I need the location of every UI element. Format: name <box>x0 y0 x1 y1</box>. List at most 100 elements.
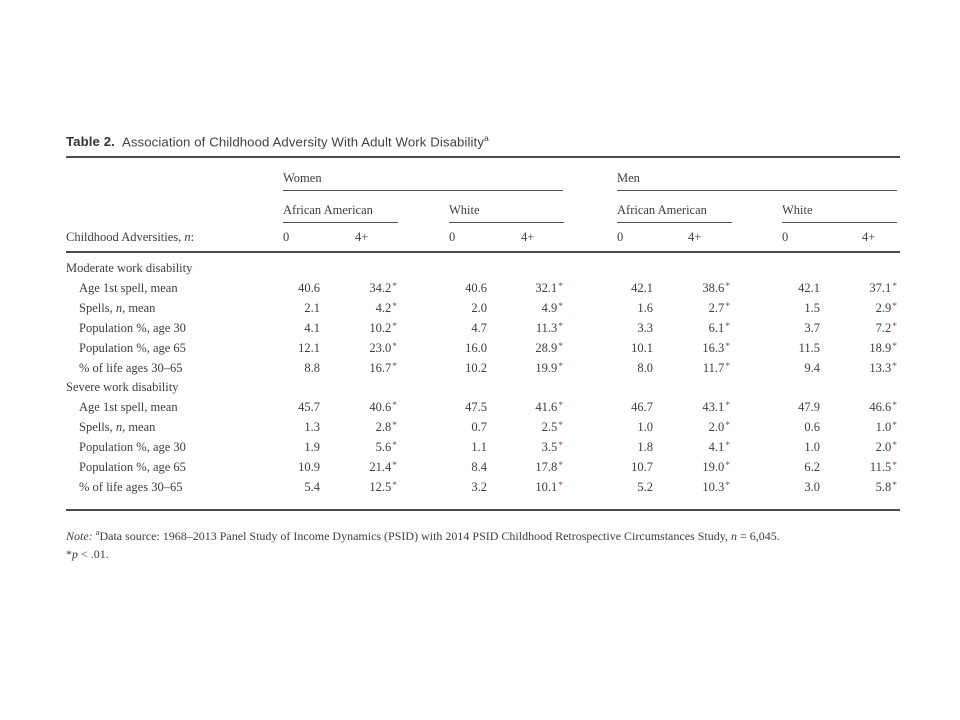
significance-asterisk: * <box>392 401 397 412</box>
table-row: Population %, age 65 10.9 21.4* 8.4 17.8* 10.… <box>66 457 900 477</box>
significance-asterisk: * <box>392 481 397 492</box>
subgroup-underline <box>782 222 897 224</box>
data-cell: 1.0 <box>804 439 820 454</box>
data-cell: 2.0* <box>875 440 897 455</box>
row-label: Population %, age 30 <box>79 439 186 454</box>
data-cell: 12.1 <box>298 340 320 355</box>
data-cell: 37.1* <box>869 281 897 296</box>
table-row: Age 1st spell, mean 40.6 34.2* 40.6 32.1* 42.… <box>66 278 900 298</box>
data-cell: 10.1* <box>535 480 563 495</box>
data-cell: 47.9 <box>798 399 820 414</box>
column-group-women: Women <box>283 156 617 192</box>
table-title-superscript: a <box>484 133 489 143</box>
subgroup-underline <box>617 222 732 224</box>
data-cell: 47.5 <box>465 399 487 414</box>
significance-asterisk: * <box>725 401 730 412</box>
data-cell: 5.8* <box>875 480 897 495</box>
table-row: Population %, age 65 12.1 23.0* 16.0 28.9* 10… <box>66 338 900 358</box>
data-cell: 10.2* <box>369 321 397 336</box>
table-title: Table 2. Association of Childhood Adversi… <box>66 133 900 149</box>
data-cell: 43.1* <box>702 400 730 415</box>
significance-asterisk: * <box>558 461 563 472</box>
data-cell: 2.9* <box>875 301 897 316</box>
significance-asterisk: * <box>892 282 897 293</box>
subgroup-header-row: African American White African American … <box>66 191 900 224</box>
table-note: Note: aData source: 1968–2013 Panel Stud… <box>66 527 780 544</box>
data-cell: 3.5* <box>541 440 563 455</box>
stub-spacer <box>66 156 283 192</box>
subgroup-label: African American <box>283 203 373 218</box>
data-cell: 6.2 <box>804 459 820 474</box>
data-cell: 13.3* <box>869 361 897 376</box>
data-cell: 4.1 <box>304 320 320 335</box>
data-cell: 1.3 <box>304 419 320 434</box>
significance-asterisk: * <box>892 421 897 432</box>
table-row: Population %, age 30 4.1 10.2* 4.7 11.3* 3.3 6… <box>66 318 900 338</box>
data-cell: 11.5 <box>798 340 820 355</box>
significance-asterisk: * <box>892 322 897 333</box>
data-cell: 38.6* <box>702 281 730 296</box>
data-cell: 42.1 <box>798 280 820 295</box>
value-header-row: Childhood Adversities, n: 0 4+ 0 4+ 0 4+ 0 4+ <box>66 223 900 254</box>
table-row: Spells, n, mean 1.3 2.8* 0.7 2.5* 1.0 2.0* 0.6 1… <box>66 417 900 437</box>
column-header-4plus: 4+ <box>355 223 449 254</box>
significance-asterisk: * <box>392 461 397 472</box>
data-cell: 19.0* <box>702 460 730 475</box>
group-underline <box>283 190 563 192</box>
significance-asterisk: * <box>392 282 397 293</box>
significance-asterisk: * <box>725 342 730 353</box>
data-cell: 11.3* <box>535 321 563 336</box>
significance-asterisk: * <box>392 342 397 353</box>
stub-label: Childhood Adversities, n: <box>66 223 283 254</box>
column-header-0: 0 <box>449 223 521 254</box>
significance-asterisk: * <box>392 322 397 333</box>
data-cell: 3.0 <box>804 479 820 494</box>
column-header-0: 0 <box>283 223 355 254</box>
data-cell: 12.5* <box>369 480 397 495</box>
data-cell: 4.1* <box>708 440 730 455</box>
data-cell: 4.7 <box>471 320 487 335</box>
table-row: % of life ages 30–65 8.8 16.7* 10.2 19.9* 8.0… <box>66 358 900 378</box>
section-label: Moderate work disability <box>66 261 193 276</box>
data-cell: 16.3* <box>702 341 730 356</box>
data-cell: 5.4 <box>304 479 320 494</box>
data-cell: 1.5 <box>804 300 820 315</box>
column-header-4plus: 4+ <box>521 223 617 254</box>
significance-asterisk: * <box>892 461 897 472</box>
data-cell: 4.2* <box>375 301 397 316</box>
significance-asterisk: * <box>725 461 730 472</box>
data-cell: 10.2 <box>465 360 487 375</box>
subgroup-underline <box>449 222 564 224</box>
significance-asterisk: * <box>725 282 730 293</box>
table-row: % of life ages 30–65 5.4 12.5* 3.2 10.1* 5.2 1… <box>66 477 900 510</box>
data-cell: 21.4* <box>369 460 397 475</box>
column-header-0: 0 <box>617 223 688 254</box>
data-cell: 45.7 <box>298 399 320 414</box>
data-cell: 11.5* <box>869 460 897 475</box>
data-cell: 11.7* <box>702 361 730 376</box>
table-container: Table 2. Association of Childhood Adversi… <box>66 133 900 563</box>
subgroup-men-african-american: African American <box>617 191 782 224</box>
column-header-4plus: 4+ <box>862 223 900 254</box>
significance-asterisk: * <box>558 362 563 373</box>
group-underline <box>617 190 897 192</box>
data-cell: 8.0 <box>637 360 653 375</box>
group-label-men: Men <box>617 171 640 186</box>
data-cell: 41.6* <box>535 400 563 415</box>
data-cell: 5.2 <box>637 479 653 494</box>
significance-asterisk: * <box>892 481 897 492</box>
subgroup-underline <box>283 222 398 224</box>
data-cell: 10.1 <box>631 340 653 355</box>
table-row: Spells, n, mean 2.1 4.2* 2.0 4.9* 1.6 2.7* 1.5 2… <box>66 298 900 318</box>
data-cell: 8.4 <box>471 459 487 474</box>
data-cell: 1.9 <box>304 439 320 454</box>
significance-note: *p < .01. <box>66 547 109 562</box>
significance-asterisk: * <box>725 441 730 452</box>
data-cell: 10.9 <box>298 459 320 474</box>
data-cell: 23.0* <box>369 341 397 356</box>
significance-asterisk: * <box>558 421 563 432</box>
data-cell: 46.6* <box>869 400 897 415</box>
section-label: Severe work disability <box>66 380 179 395</box>
significance-asterisk: * <box>392 441 397 452</box>
